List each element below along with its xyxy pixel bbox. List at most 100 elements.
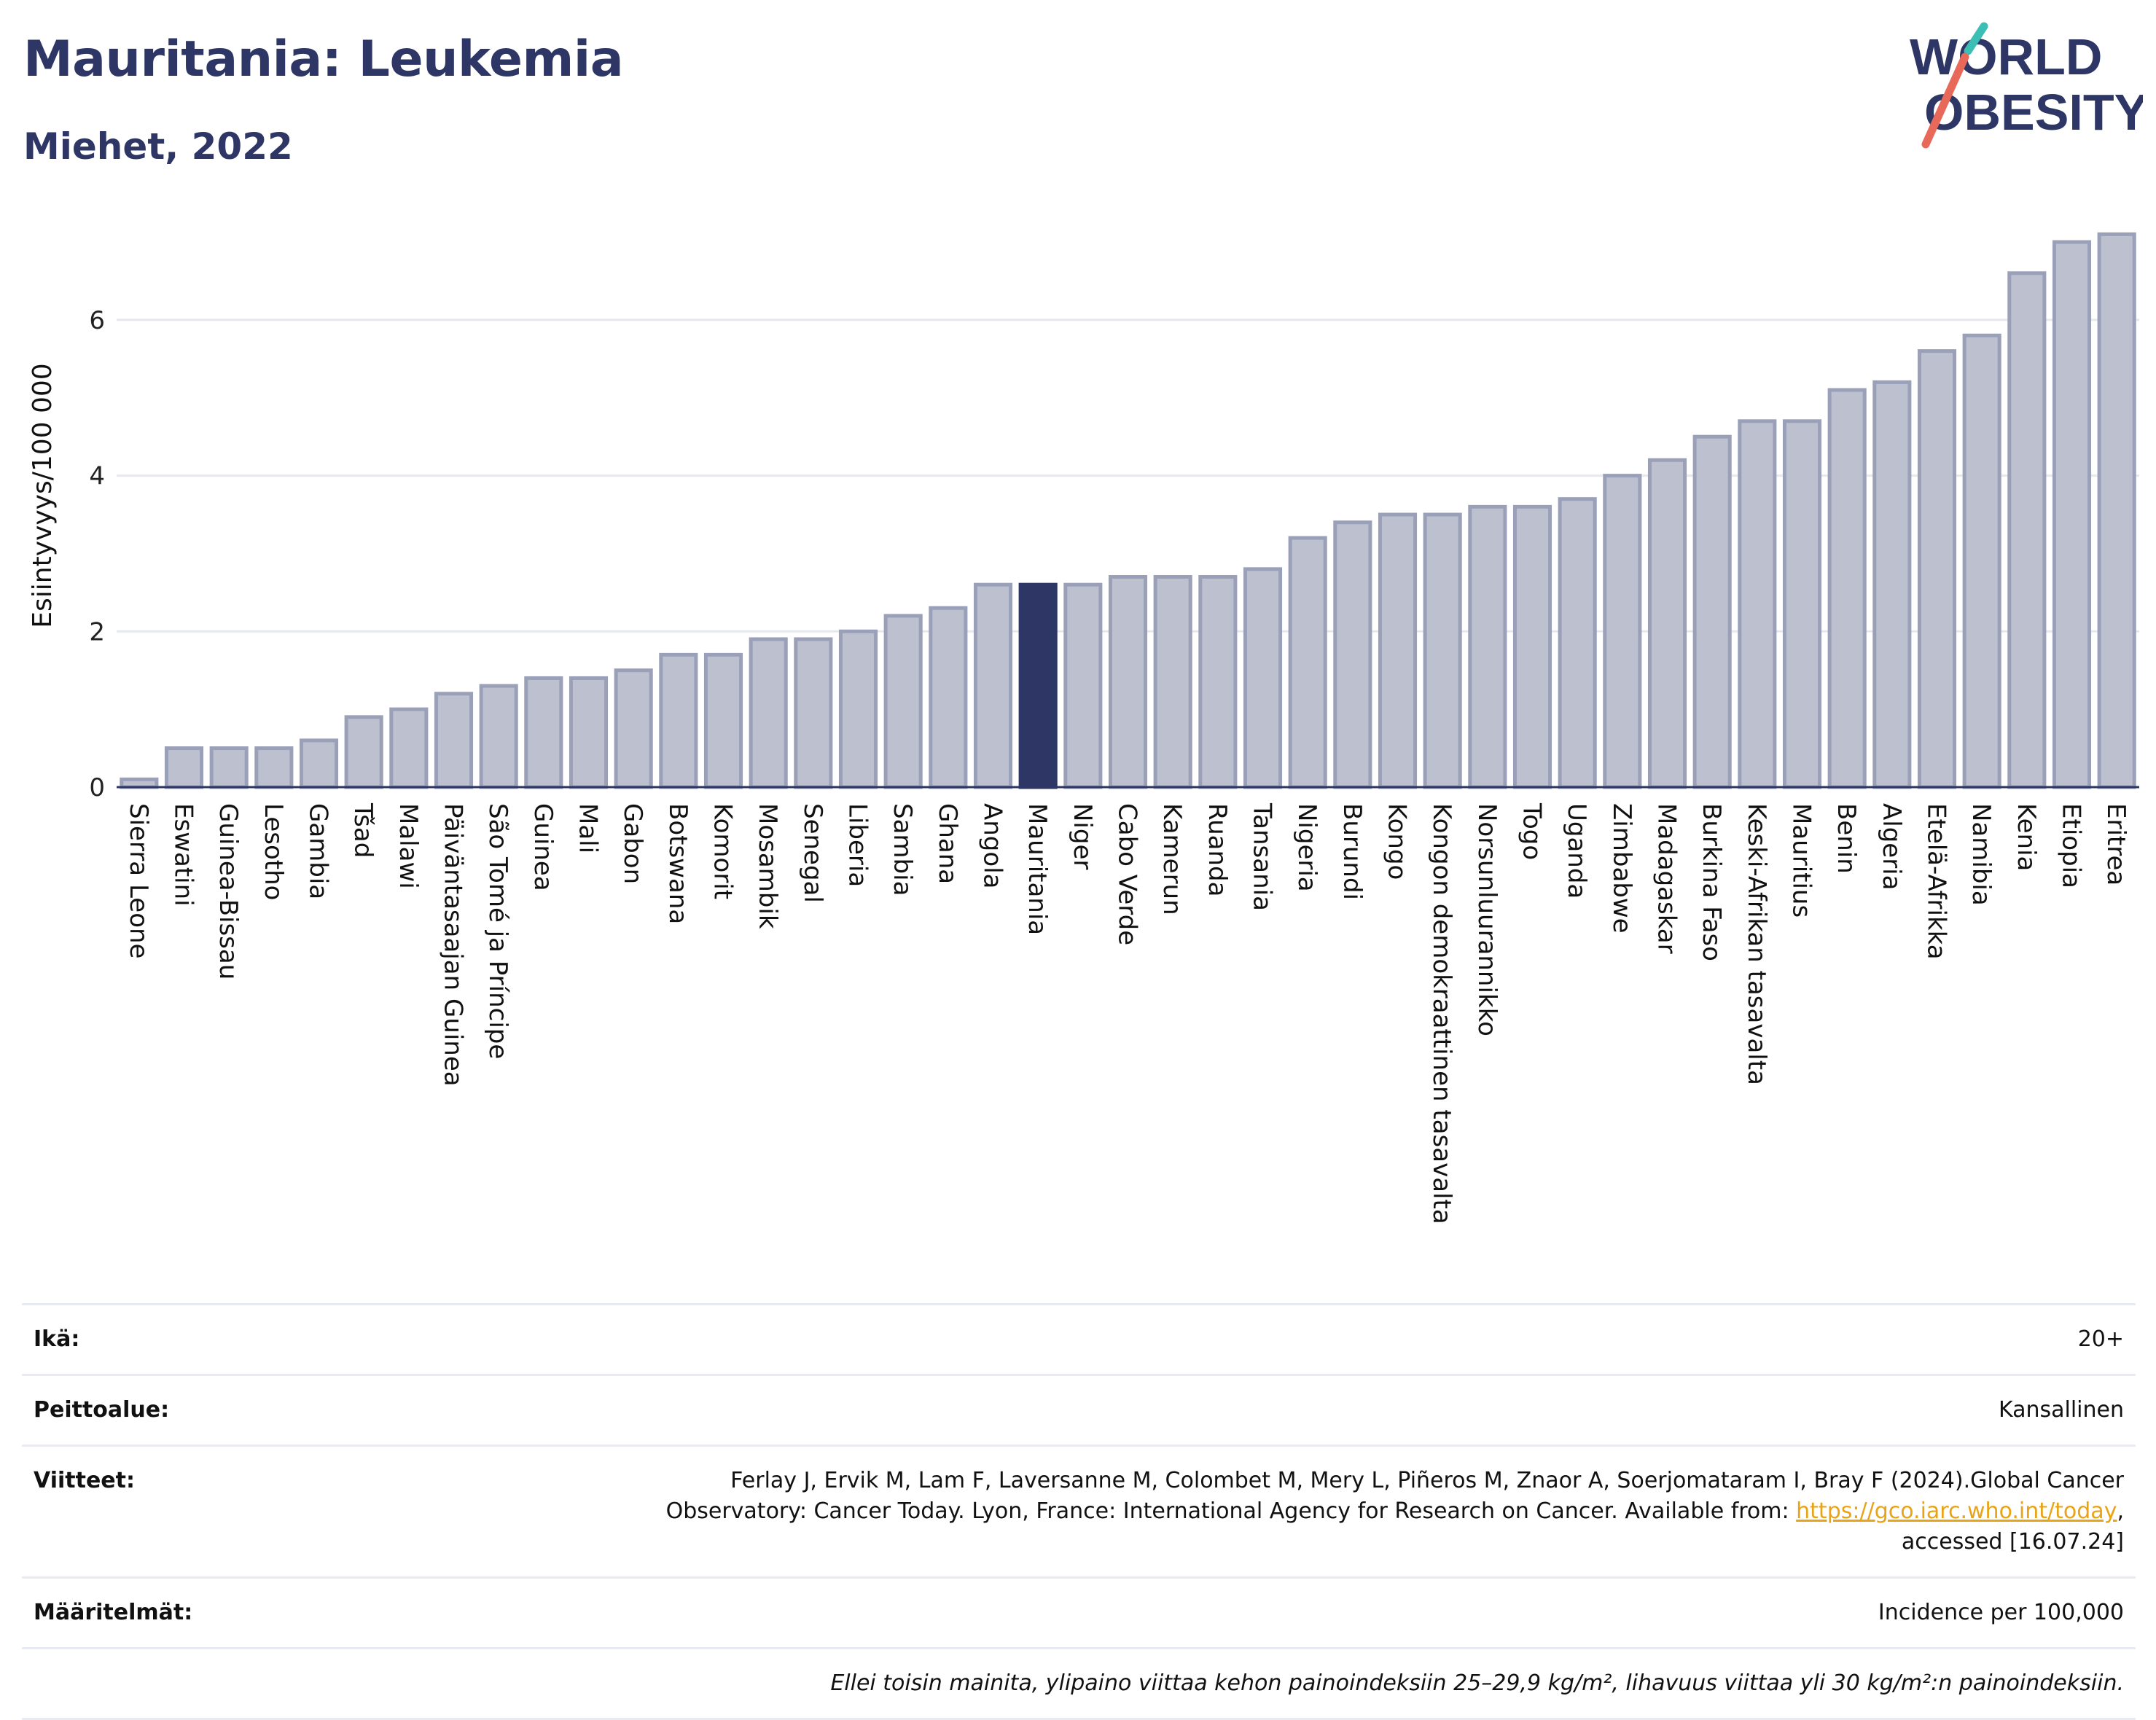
references-label: Viitteet:: [34, 1468, 135, 1493]
x-tick-label: Keski-Afrikan tasavalta: [1742, 803, 1771, 1085]
chart-subtitle: Miehet, 2022: [23, 125, 293, 168]
definitions-label: Määritelmät:: [34, 1600, 193, 1625]
bar: [1243, 567, 1283, 789]
x-tick-label: Niger: [1068, 803, 1097, 869]
y-tick-labels: 0 2 4 6: [89, 306, 105, 802]
bar: [1018, 582, 1058, 789]
bar: [1782, 419, 1822, 789]
x-tick-label: Burundi: [1337, 803, 1367, 900]
x-tick-labels: Sierra Leone Eswatini Guinea-Bissau Lesotho…: [124, 802, 2130, 1224]
bar: [929, 606, 968, 789]
info-row-references: Viitteet: Ferlay J, Ervik M, Lam F, Lave…: [22, 1445, 2136, 1576]
bar: [1827, 388, 1867, 789]
y-tick-label: 2: [89, 617, 105, 646]
bars: [120, 232, 2136, 789]
references-text-2: Observatory: Cancer Today. Lyon, France:…: [665, 1498, 1789, 1524]
x-tick-label: Mosambik: [753, 803, 782, 929]
x-tick-label: Benin: [1832, 803, 1861, 874]
x-tick-label: Algeria: [1877, 803, 1906, 890]
x-tick-label: Kongo: [1383, 803, 1412, 880]
bar-chart: 0 2 4 6 Sierra Leone Eswatini Guinea-Bissau Le…: [28, 232, 2139, 1224]
bar: [1378, 512, 1418, 789]
bar: [2052, 240, 2092, 789]
x-tick-label: Tšad: [348, 802, 378, 858]
x-tick-label: Malawi: [394, 803, 423, 889]
bar: [1692, 434, 1732, 789]
info-row-definitions: Määritelmät: Incidence per 100,000: [22, 1576, 2136, 1647]
bar: [389, 707, 429, 789]
x-tick-label: Burkina Faso: [1697, 803, 1726, 961]
x-tick-label: Ruanda: [1203, 803, 1232, 896]
x-tick-label: Mauritius: [1787, 803, 1816, 918]
x-tick-label: Liberia: [843, 803, 872, 887]
bar: [1423, 512, 1462, 789]
bar: [2097, 232, 2136, 789]
x-tick-label: Norsunluurannikko: [1472, 803, 1501, 1036]
x-tick-label: Etiopia: [2057, 803, 2086, 888]
bar: [749, 637, 788, 789]
x-tick-label: Madagaskar: [1652, 803, 1682, 954]
chart-title: Mauritania: Leukemia: [23, 31, 624, 88]
bar: [659, 652, 698, 789]
x-tick-label: Sierra Leone: [124, 803, 153, 958]
bar: [2007, 271, 2047, 789]
references-value: Ferlay J, Ervik M, Lam F, Laversanne M, …: [666, 1466, 2124, 1557]
bar: [209, 746, 249, 789]
bar: [1063, 582, 1103, 789]
definitions-value: Incidence per 100,000: [1878, 1600, 2124, 1625]
x-tick-label: Cabo Verde: [1113, 803, 1142, 945]
logo-text-world: WORLD: [1910, 28, 2102, 85]
bar: [434, 692, 474, 789]
info-table: Ikä: 20+ Peittoalue: Kansallinen Viittee…: [22, 1303, 2136, 1720]
x-tick-label: Uganda: [1562, 803, 1591, 899]
references-text-1: Ferlay J, Ervik M, Lam F, Laversanne M, …: [730, 1468, 2124, 1493]
bar: [1917, 349, 1957, 789]
x-tick-label: Namibia: [1966, 803, 1996, 906]
x-tick-label: Sambia: [888, 803, 917, 896]
world-obesity-logo: WORLD OBESITY: [1910, 22, 2143, 149]
bar: [1108, 575, 1148, 789]
bar: [1738, 419, 1777, 789]
age-value: 20+: [2077, 1326, 2124, 1352]
x-tick-label: Etelä-Afrikka: [1922, 803, 1951, 960]
info-row-age: Ikä: 20+: [22, 1303, 2136, 1374]
bar: [614, 668, 653, 789]
x-tick-label: Senegal: [798, 803, 827, 903]
x-tick-label: Botswana: [663, 803, 692, 924]
bar: [254, 746, 294, 789]
bar: [299, 738, 339, 789]
references-link[interactable]: https://gco.iarc.who.int/today: [1796, 1498, 2117, 1524]
x-tick-label: Komorit: [708, 803, 738, 899]
bar: [1962, 333, 2001, 789]
x-tick-label: Guinea-Bissau: [214, 803, 243, 980]
bar: [1153, 575, 1192, 789]
x-tick-label: Angola: [978, 803, 1007, 888]
x-tick-label: Togo: [1518, 802, 1547, 860]
x-tick-label: Lesotho: [259, 803, 288, 900]
bar: [1333, 520, 1372, 789]
info-row-coverage: Peittoalue: Kansallinen: [22, 1374, 2136, 1445]
x-tick-label: Eswatini: [169, 803, 198, 907]
y-tick-label: 0: [89, 773, 105, 802]
x-tick-label: Gabon: [618, 803, 647, 884]
coverage-value: Kansallinen: [1998, 1397, 2124, 1423]
y-axis-label: Esiintyvyys/100 000: [28, 363, 58, 628]
x-tick-label: Zimbabwe: [1607, 803, 1636, 934]
bar: [164, 746, 204, 789]
logo-slash-red: [1921, 52, 1969, 149]
x-tick-label: Kenia: [2012, 803, 2041, 871]
logo-slash-teal: [1964, 22, 1988, 55]
bar: [794, 637, 833, 789]
y-tick-label: 6: [89, 306, 105, 335]
bar: [703, 652, 743, 789]
bar: [120, 777, 159, 789]
x-tick-label: Kongon demokraattinen tasavalta: [1427, 803, 1456, 1224]
x-tick-label: Tansania: [1248, 802, 1277, 911]
bar: [838, 629, 878, 789]
x-tick-label: Eritrea: [2101, 803, 2130, 886]
bar: [1512, 504, 1552, 789]
x-tick-label: Kamerun: [1157, 803, 1187, 915]
bar: [344, 715, 383, 789]
y-tick-label: 4: [89, 462, 105, 491]
x-tick-label: Päiväntasaajan Guinea: [439, 803, 468, 1087]
